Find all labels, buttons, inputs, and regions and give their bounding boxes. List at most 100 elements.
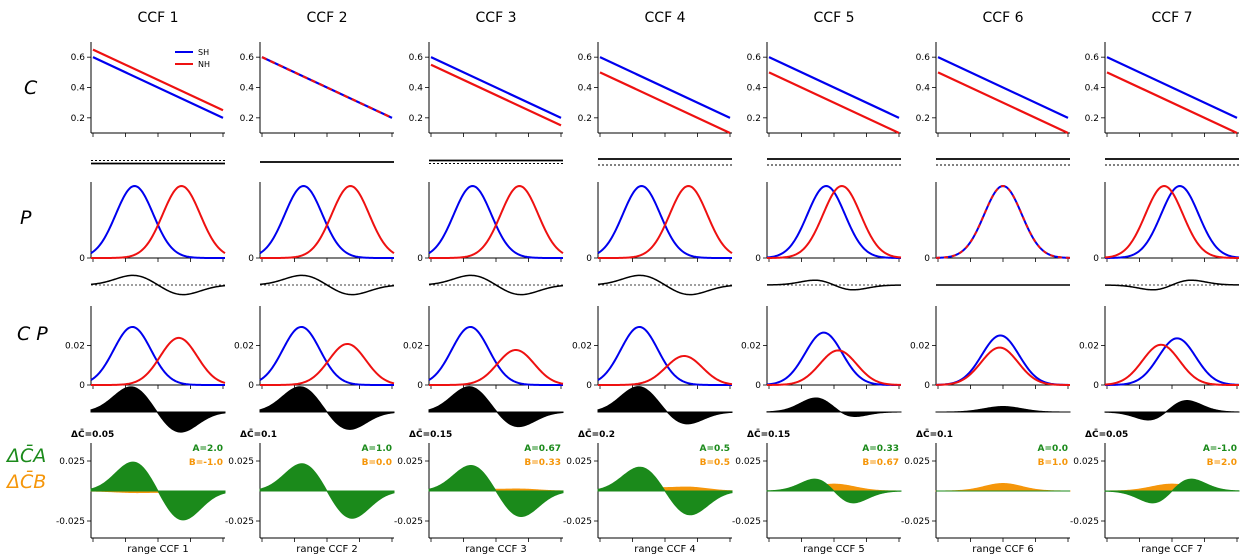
delta-y-tick-label: -0.025 (563, 517, 592, 527)
x-axis-label: range CCF 1 (127, 544, 189, 555)
a-label: A=0.33 (862, 444, 899, 454)
p-diff-curve (1104, 279, 1240, 291)
p-sh-curve (766, 184, 901, 259)
cp-sh-curve (935, 334, 1071, 386)
delta-c-label: ΔC̄=0.15 (409, 428, 452, 440)
delta-y-tick-label: -0.025 (225, 517, 254, 527)
a-label: A=2.0 (193, 444, 223, 454)
delta-y-tick-label: -0.025 (56, 517, 85, 527)
delta-a-fill (766, 478, 902, 504)
cp-sh-curve (428, 325, 563, 386)
column-title: CCF 1 (138, 10, 179, 26)
c-y-tick-label: 0.4 (578, 84, 593, 94)
c-nh-line (599, 71, 731, 134)
panel-ccf-7: CCF 7 0.2 0.4 0.6 0 0 0.02 ΔC̄=0.05 A=-1.0 B=2.0 0… (1070, 10, 1240, 555)
p-sh-curve (1105, 184, 1240, 259)
panels: CCF 1 0.2 0.4 0.6 SH NH 0 0 0.02 ΔC̄=0.05 A=2.0 B=-… (56, 10, 1240, 555)
cp-y-tick-label: 0 (79, 381, 85, 391)
c-nh-line (937, 71, 1069, 134)
p-nh-curve (429, 184, 564, 259)
c-y-tick-label: 0.4 (71, 84, 86, 94)
row-label-p: P (20, 207, 32, 229)
c-sh-line (768, 56, 900, 119)
a-label: A=0.5 (700, 444, 730, 454)
b-label: B=-1.0 (189, 458, 223, 468)
p-y-tick-label: 0 (79, 254, 85, 264)
column-title: CCF 3 (476, 10, 517, 26)
c-nh-line (768, 71, 900, 134)
cp-diff-fill (90, 386, 226, 433)
cp-diff-fill (935, 405, 1071, 413)
panel-ccf-4: CCF 4 0.2 0.4 0.6 0 0 0.02 ΔC̄=0.2 A=0.5 B=0.5 0.0… (563, 10, 733, 555)
p-diff-curve (428, 274, 564, 296)
cp-sh-curve (597, 325, 732, 386)
p-nh-curve (935, 184, 1071, 259)
x-axis-label: range CCF 4 (634, 544, 696, 555)
c-y-tick-label: 0.6 (240, 53, 255, 63)
p-diff-curve (90, 274, 226, 296)
cp-nh-curve (91, 336, 226, 386)
c-y-tick-label: 0.6 (409, 53, 424, 63)
cp-y-tick-label: 0 (1093, 381, 1099, 391)
cp-y-tick-label: 0 (586, 381, 592, 391)
row-label-delta-a: ΔC̄A (5, 443, 46, 467)
column-title: CCF 2 (307, 10, 348, 26)
c-y-tick-label: 0.6 (71, 53, 86, 63)
a-label: A=1.0 (362, 444, 392, 454)
p-sh-curve (935, 184, 1071, 259)
cp-y-tick-label: 0.02 (572, 342, 592, 352)
c-nh-line (92, 48, 224, 112)
b-label: B=1.0 (1038, 458, 1068, 468)
delta-y-tick-label: 0.025 (735, 457, 761, 467)
c-y-tick-label: 0.6 (747, 53, 762, 63)
delta-y-tick-label: -0.025 (732, 517, 761, 527)
c-y-tick-label: 0.2 (916, 114, 930, 124)
delta-y-tick-label: -0.025 (1070, 517, 1099, 527)
x-axis-label: range CCF 5 (803, 544, 865, 555)
cp-nh-curve (598, 354, 733, 386)
cp-y-tick-label: 0 (417, 381, 423, 391)
panel-ccf-2: CCF 2 0.2 0.4 0.6 0 0 0.02 ΔC̄=0.1 A=1.0 B=0.0 0.0… (225, 10, 395, 555)
cp-diff-fill (597, 386, 733, 425)
delta-c-label: ΔC̄=0.05 (71, 428, 114, 440)
delta-y-tick-label: 0.025 (59, 457, 85, 467)
cp-nh-curve (429, 348, 564, 386)
column-title: CCF 7 (1152, 10, 1193, 26)
p-y-tick-label: 0 (1093, 254, 1099, 264)
cp-y-tick-label: 0 (755, 381, 761, 391)
row-label-c: C (24, 77, 38, 99)
delta-a-fill (1104, 478, 1240, 504)
c-y-tick-label: 0.6 (916, 53, 931, 63)
p-diff-curve (766, 279, 902, 291)
c-nh-line (261, 56, 393, 119)
delta-c-label: ΔC̄=0.1 (916, 428, 953, 440)
x-axis-label: range CCF 7 (1141, 544, 1203, 555)
b-label: B=0.0 (362, 458, 392, 468)
panel-ccf-5: CCF 5 0.2 0.4 0.6 0 0 0.02 ΔC̄=0.15 A=0.33 B=0.67… (732, 10, 902, 555)
p-y-tick-label: 0 (586, 254, 592, 264)
delta-y-tick-label: 0.025 (1073, 457, 1099, 467)
cp-y-tick-label: 0.02 (403, 342, 423, 352)
c-y-tick-label: 0.6 (578, 53, 593, 63)
cp-nh-curve (935, 346, 1071, 386)
a-label: A=0.0 (1038, 444, 1068, 454)
cp-y-tick-label: 0 (924, 381, 930, 391)
c-sh-line (599, 56, 731, 119)
c-y-tick-label: 0.2 (747, 114, 761, 124)
a-label: A=-1.0 (1203, 444, 1237, 454)
delta-y-tick-label: 0.025 (397, 457, 423, 467)
row-label-delta-b: ΔC̄B (5, 469, 46, 493)
p-sh-curve (259, 184, 394, 259)
row-label-cp: C P (17, 323, 48, 345)
delta-y-tick-label: 0.025 (228, 457, 254, 467)
cp-nh-curve (260, 342, 395, 386)
delta-y-tick-label: 0.025 (904, 457, 930, 467)
p-y-tick-label: 0 (248, 254, 254, 264)
cp-sh-curve (1105, 337, 1240, 386)
b-label: B=0.5 (700, 458, 730, 468)
c-y-tick-label: 0.2 (1085, 114, 1099, 124)
legend-nh-label: NH (198, 60, 210, 69)
b-label: B=0.67 (862, 458, 899, 468)
c-nh-line (1106, 71, 1238, 134)
